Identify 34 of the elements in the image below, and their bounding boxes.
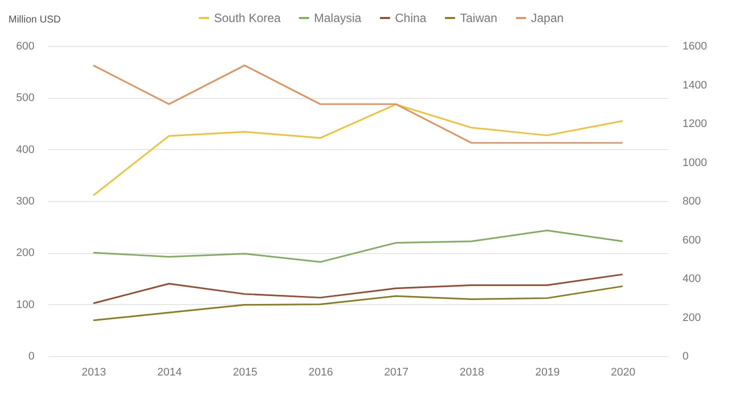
y2-tick-label: 200 <box>682 312 701 324</box>
x-tick-label: 2017 <box>384 366 409 378</box>
y-tick-label: 300 <box>16 196 34 208</box>
y-tick-label: 500 <box>16 92 34 104</box>
y2-tick-label: 600 <box>682 234 701 246</box>
y2-tick-label: 400 <box>682 273 701 285</box>
x-tick-label: 2015 <box>232 366 258 378</box>
y2-tick-label: 1400 <box>682 79 707 92</box>
y-tick-label: 200 <box>16 247 34 260</box>
y2-tick-label: 1600 <box>682 40 707 52</box>
x-tick-label: 2014 <box>157 366 182 378</box>
x-tick-label: 2016 <box>308 366 333 378</box>
y2-tick-label: 1200 <box>682 118 707 130</box>
y2-tick-label: 1000 <box>682 156 707 169</box>
y2-tick-label: 800 <box>682 196 701 208</box>
legend-label: South Korea <box>214 11 282 25</box>
legend-label: Taiwan <box>460 11 498 25</box>
x-tick-label: 2019 <box>535 366 560 378</box>
y-tick-label: 400 <box>16 144 34 156</box>
y-tick-label: 0 <box>28 350 34 362</box>
x-tick-label: 2013 <box>82 366 106 378</box>
y-tick-label: 600 <box>16 40 34 52</box>
x-tick-label: 2020 <box>610 366 636 378</box>
legend-label: China <box>395 11 427 25</box>
line-series <box>92 104 624 196</box>
y2-tick-label: 0 <box>682 350 689 362</box>
legend-label: Malaysia <box>314 11 362 25</box>
legend-label: Japan <box>531 11 564 25</box>
line-series <box>92 274 624 304</box>
line-series <box>92 285 624 322</box>
y-tick-label: 100 <box>16 298 34 311</box>
x-tick-label: 2018 <box>460 366 484 378</box>
line-series <box>92 230 624 263</box>
y-axis-title: Million USD <box>8 14 61 26</box>
